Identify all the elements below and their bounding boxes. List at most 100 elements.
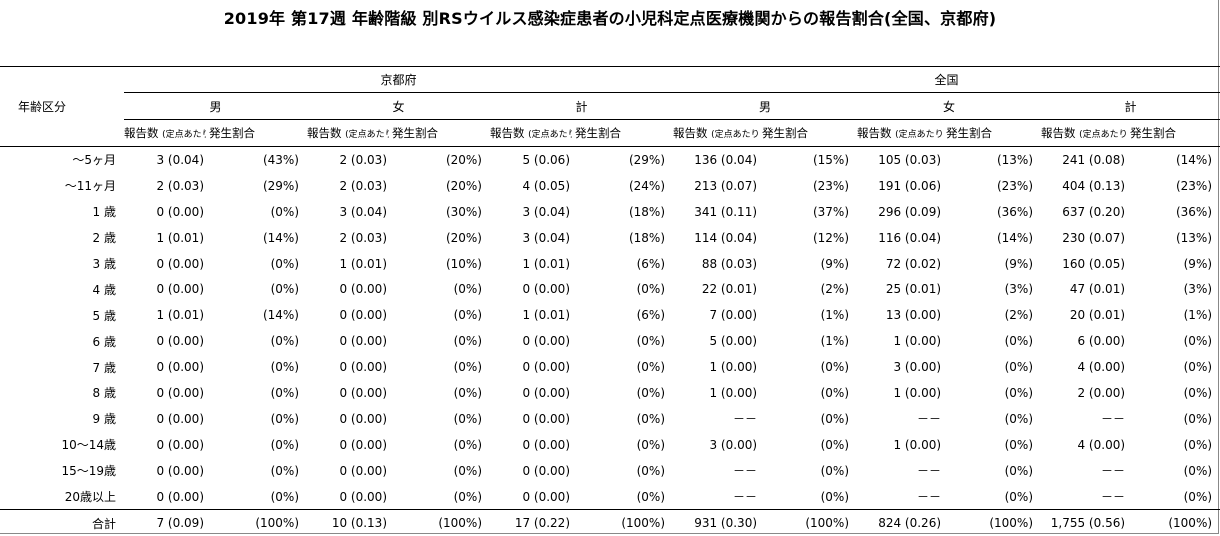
sex-header-national: 計	[1041, 92, 1220, 120]
ratio-cell: (0%)	[820, 360, 850, 375]
report-count-cell: 0 (0.00)	[156, 360, 204, 375]
ratio-cell: (6%)	[636, 256, 666, 271]
ratio-cell: (0%)	[1183, 334, 1213, 349]
report-count-cell: 3 (0.04)	[522, 230, 570, 245]
ratio-cell: (0%)	[453, 282, 482, 297]
ratio-cell: (0%)	[270, 204, 299, 219]
ratio-cell: (0%)	[270, 489, 299, 504]
ratio-cell: (12%)	[812, 230, 850, 245]
age-group-header: 年齢区分	[0, 66, 124, 147]
report-count-cell: 136 (0.04)	[694, 152, 758, 167]
report-count-cell: 296 (0.09)	[878, 204, 942, 219]
report-count-cell: 213 (0.07)	[694, 178, 758, 193]
report-count-cell: 3 (0.00)	[709, 437, 758, 452]
ratio-cell: (18%)	[628, 230, 666, 245]
report-count-cell: 0 (0.00)	[339, 489, 387, 504]
ratio-cell: (36%)	[996, 204, 1034, 219]
report-count-cell: －－	[917, 490, 942, 505]
sex-header-kyoto: 男	[124, 92, 307, 120]
per-site-label: (定点あたり)	[711, 130, 760, 140]
count-column-header: 報告数 (定点あたり)	[124, 119, 206, 147]
ratio-cell: (0%)	[820, 385, 850, 400]
table-row: 3 歳 0 (0.00) (0%) 1 (0.01) (10%) 1 (0.01) (6%)…	[0, 251, 1220, 277]
ratio-cell: (1%)	[820, 334, 850, 349]
ratio-cell: (0%)	[820, 489, 850, 504]
report-count-cell: 3 (0.04)	[156, 152, 204, 167]
report-count-cell: 6 (0.00)	[1077, 334, 1126, 349]
report-count-cell: 0 (0.00)	[156, 463, 204, 478]
ratio-column-header: 発生割合	[206, 119, 307, 147]
report-count-cell: 0 (0.00)	[156, 256, 204, 271]
ratio-cell: (0%)	[453, 308, 482, 323]
ratio-cell: (20%)	[445, 152, 482, 167]
ratio-cell: (0%)	[1004, 489, 1034, 504]
report-count-cell: 0 (0.00)	[339, 334, 387, 349]
sex-header-national: 女	[857, 92, 1042, 120]
region-header-kyoto: 京都府	[124, 66, 674, 93]
age-group-cell: ～11ヶ月	[64, 179, 116, 194]
report-count-cell: 341 (0.11)	[694, 204, 758, 219]
count-column-header: 報告数 (定点あたり)	[673, 119, 760, 147]
report-count-cell: 5 (0.06)	[522, 152, 570, 167]
report-count-cell: 1 (0.00)	[709, 385, 758, 400]
ratio-column-header: 発生割合	[1127, 119, 1220, 147]
ratio-cell: (0%)	[270, 463, 299, 478]
count-column-header: 報告数 (定点あたり)	[307, 119, 389, 147]
report-count-cell: －－	[1101, 464, 1126, 479]
table-row: ～11ヶ月 2 (0.03) (29%) 2 (0.03) (20%) 4 (0.05) (…	[0, 173, 1220, 199]
ratio-cell: (10%)	[445, 256, 482, 271]
report-count-cell: －－	[733, 412, 758, 427]
report-count-cell: 0 (0.00)	[339, 360, 387, 375]
count-label: 報告数	[673, 126, 708, 140]
age-group-cell: 1 歳	[92, 205, 116, 220]
ratio-cell: (100%)	[206, 509, 307, 536]
ratio-cell: (0%)	[453, 437, 482, 452]
ratio-cell: (1%)	[820, 308, 850, 323]
ratio-cell: (0%)	[1183, 385, 1213, 400]
report-count-cell: 0 (0.00)	[156, 385, 204, 400]
ratio-cell: (18%)	[628, 204, 666, 219]
report-count-cell: 1 (0.01)	[522, 308, 570, 323]
age-group-cell: 7 歳	[92, 360, 116, 375]
ratio-cell: (0%)	[1004, 360, 1034, 375]
report-count-cell: 47 (0.01)	[1069, 282, 1126, 297]
ratio-cell: (0%)	[1004, 463, 1034, 478]
table-row: 2 歳 1 (0.01) (14%) 2 (0.03) (20%) 3 (0.04) (18…	[0, 225, 1220, 251]
ratio-cell: (1%)	[1183, 308, 1213, 323]
report-count-cell: 0 (0.00)	[156, 204, 204, 219]
report-count-cell: 2 (0.00)	[1077, 385, 1126, 400]
report-count-cell: 0 (0.00)	[522, 437, 570, 452]
ratio-cell: (0%)	[270, 437, 299, 452]
report-count-cell: 22 (0.01)	[701, 282, 758, 297]
total-row: 合計 7 (0.09) (100%) 10 (0.13) (100%) 17 (0.22)…	[0, 509, 1220, 536]
report-count-cell: 13 (0.00)	[885, 308, 942, 323]
ratio-cell: (0%)	[1004, 437, 1034, 452]
ratio-cell: (0%)	[636, 411, 666, 426]
report-count-cell: 0 (0.00)	[522, 411, 570, 426]
report-count-cell: 116 (0.04)	[878, 230, 942, 245]
ratio-cell: (0%)	[270, 385, 299, 400]
ratio-cell: (23%)	[812, 178, 850, 193]
total-label: 合計	[0, 509, 124, 536]
count-label: 報告数	[124, 126, 159, 140]
report-count-cell: 2 (0.03)	[156, 178, 204, 193]
ratio-cell: (9%)	[1004, 256, 1034, 271]
report-count-cell: 0 (0.00)	[522, 334, 570, 349]
table-row: 1 歳 0 (0.00) (0%) 3 (0.04) (30%) 3 (0.04) (18%…	[0, 199, 1220, 225]
ratio-cell: (36%)	[1175, 204, 1213, 219]
report-count-cell: 25 (0.01)	[885, 282, 942, 297]
age-group-cell: 6 歳	[92, 334, 116, 349]
ratio-column-header: 発生割合	[943, 119, 1042, 147]
ratio-cell: (13%)	[1175, 230, 1213, 245]
ratio-cell: (0%)	[453, 360, 482, 375]
ratio-cell: (100%)	[389, 509, 490, 536]
ratio-cell: (0%)	[270, 334, 299, 349]
report-count-cell: －－	[733, 490, 758, 505]
report-count-cell: －－	[917, 412, 942, 427]
ratio-cell: (0%)	[820, 437, 850, 452]
table-row: 9 歳 0 (0.00) (0%) 0 (0.00) (0%) 0 (0.00) (0%) －…	[0, 406, 1220, 432]
report-count-cell: －－	[917, 464, 942, 479]
report-count-cell: 72 (0.02)	[885, 256, 942, 271]
table-row: 5 歳 1 (0.01) (14%) 0 (0.00) (0%) 1 (0.01) (6%)…	[0, 302, 1220, 328]
